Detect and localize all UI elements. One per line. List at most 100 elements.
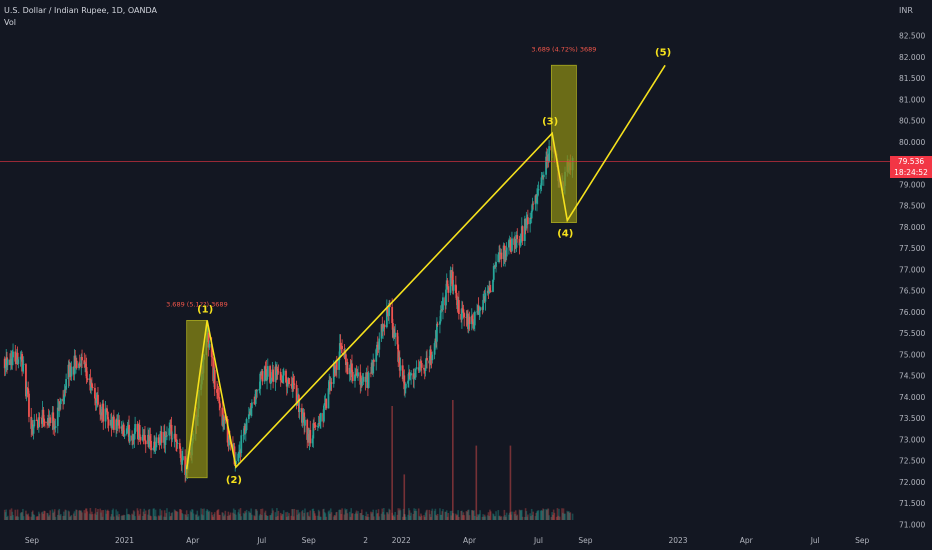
volume-bar xyxy=(99,508,102,520)
volume-bar xyxy=(244,511,246,520)
volume-bar xyxy=(148,508,151,520)
volume-bar xyxy=(558,516,561,520)
volume-bar xyxy=(128,513,130,520)
volume-bar xyxy=(15,516,17,520)
candle-body xyxy=(397,344,400,362)
candle-body xyxy=(382,328,384,332)
volume-bar xyxy=(224,510,227,520)
candle-body xyxy=(531,203,534,211)
candle-body xyxy=(168,428,171,436)
volume-bar xyxy=(486,515,489,520)
volume-bar xyxy=(402,508,405,520)
candle-body xyxy=(435,323,438,342)
volume-bar xyxy=(75,509,77,520)
volume-bar xyxy=(457,510,459,520)
volume-bar xyxy=(197,516,199,520)
volume-bar xyxy=(401,516,404,520)
candle-body xyxy=(170,424,173,440)
candle-body xyxy=(240,435,243,453)
price-tick-label: 73.500 xyxy=(899,414,925,423)
candle-body xyxy=(144,440,147,445)
candle-body xyxy=(128,424,130,442)
candle-body xyxy=(266,366,269,377)
candle-body xyxy=(264,366,267,370)
volume-bar xyxy=(502,516,505,520)
candle-body xyxy=(150,440,152,451)
volume-bar xyxy=(181,512,183,520)
volume-bar xyxy=(301,511,303,520)
volume-bar xyxy=(3,509,6,520)
volume-bar xyxy=(116,511,119,520)
volume-bar xyxy=(285,516,288,520)
volume-bar xyxy=(282,510,285,520)
candle-body xyxy=(372,360,375,374)
candle-body xyxy=(12,351,14,358)
candle-body xyxy=(537,188,540,191)
candle-body xyxy=(181,456,184,460)
volume-bar xyxy=(9,515,12,520)
volume-bar xyxy=(413,508,415,520)
volume-bar xyxy=(569,512,572,520)
volume-bar xyxy=(88,513,91,520)
last-price-tag: 79.536 18:24:52 xyxy=(890,156,932,178)
volume-bar xyxy=(5,509,8,520)
volume-bar xyxy=(248,511,250,520)
volume-bar xyxy=(239,508,242,520)
volume-bar xyxy=(568,512,571,520)
volume-bar xyxy=(157,515,160,520)
candle-body xyxy=(157,437,160,444)
volume-bar xyxy=(471,510,474,520)
volume-bar xyxy=(47,516,50,520)
candle-body xyxy=(269,366,271,383)
volume-bar xyxy=(166,508,168,520)
candle-body xyxy=(492,279,494,292)
volume-bar xyxy=(370,511,372,520)
time-tick-label: Apr xyxy=(740,536,754,545)
candle-body xyxy=(207,333,210,348)
price-tick-label: 77.500 xyxy=(899,244,925,253)
volume-bar xyxy=(110,516,112,520)
volume-bar xyxy=(89,508,92,520)
candle-body xyxy=(106,408,108,412)
volume-bar xyxy=(307,515,310,520)
candle-body xyxy=(451,271,454,291)
volume-spike xyxy=(403,474,406,520)
candle-body xyxy=(439,310,442,322)
candle-body xyxy=(286,383,289,387)
volume-bar xyxy=(69,516,71,520)
volume-bar xyxy=(255,509,258,520)
volume-bar xyxy=(25,510,27,520)
volume-bar xyxy=(11,511,14,520)
volume-bar xyxy=(302,516,305,520)
currency-unit: INR xyxy=(899,6,913,15)
candle-body xyxy=(366,372,369,374)
volume-bar xyxy=(357,511,359,520)
candle-body xyxy=(357,372,359,377)
candle-body xyxy=(242,434,245,436)
candle-body xyxy=(511,238,513,251)
candle-body xyxy=(457,300,460,314)
volume-bar xyxy=(38,513,41,520)
volume-bar xyxy=(207,510,209,520)
volume-bar xyxy=(111,510,114,520)
candle-body xyxy=(319,413,322,422)
wave-label: (2) xyxy=(226,475,242,486)
volume-bar xyxy=(394,511,396,520)
volume-bar xyxy=(430,510,433,520)
candle-body xyxy=(35,419,38,421)
volume-bar xyxy=(398,508,401,520)
candle-body xyxy=(529,217,532,225)
volume-bar xyxy=(165,513,168,520)
volume-bar xyxy=(104,509,107,520)
candle-body xyxy=(461,308,464,310)
candle-body xyxy=(64,389,67,391)
candle-body xyxy=(32,426,35,434)
volume-bar xyxy=(498,516,500,520)
volume-bar xyxy=(298,512,301,520)
price-tick-label: 76.000 xyxy=(899,308,925,317)
candle-body xyxy=(447,286,450,293)
candle-body xyxy=(175,441,178,444)
volume-bar xyxy=(550,516,553,520)
candle-body xyxy=(6,359,9,366)
